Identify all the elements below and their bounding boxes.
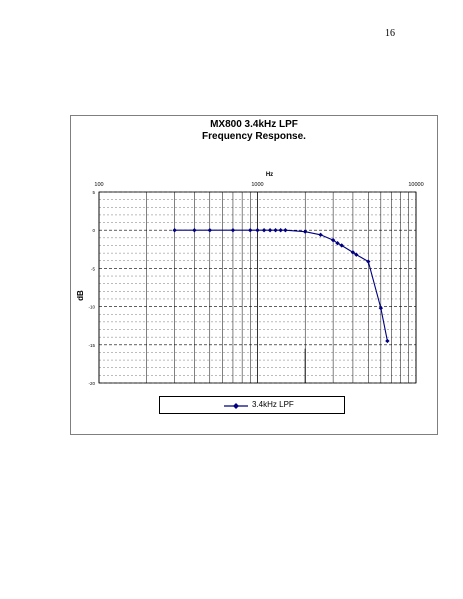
y-axis-label: dB [76,290,85,301]
data-point [385,338,390,344]
chart-subtitle: Frequency Response. [202,131,306,142]
x-tick-label: 10000 [408,182,423,188]
data-point [335,240,340,246]
data-point [318,232,323,237]
chart-plot: 100 1000 10000 Hz 5 0 -5 -10 -15 -20 dB [76,172,424,386]
chart-title: MX800 3.4kHz LPF [210,119,298,130]
data-point [261,228,267,233]
y-tick-label: -5 [91,266,95,271]
data-point [330,237,336,243]
data-point [172,228,177,233]
data-point [339,243,344,248]
data-point [283,228,288,233]
y-tick-label: -20 [88,381,95,386]
data-point [230,228,236,233]
page-number: 16 [385,28,395,39]
data-point [354,252,359,257]
data-point [248,228,253,233]
legend-label: 3.4kHz LPF [252,400,294,409]
y-tick-label: 0 [92,228,95,233]
y-tick-label: -15 [88,343,95,348]
y-tick-label: 5 [92,190,95,195]
data-point [255,228,260,233]
data-point [192,228,197,233]
data-point [350,250,356,255]
x-tick-label: 100 [94,182,103,188]
x-tick-label: 1000 [251,182,263,188]
data-point [207,228,212,233]
chart-frame: MX800 3.4kHz LPF Frequency Response. 100… [70,115,438,435]
data-point [278,228,283,233]
legend-swatch [224,403,248,409]
data-point [267,228,273,233]
data-point [366,259,371,264]
data-point [273,228,278,233]
chart-legend: 3.4kHz LPF [159,396,345,414]
x-axis-label: Hz [266,172,273,178]
data-point [378,305,384,311]
y-tick-label: -10 [88,305,95,310]
data-point [303,229,308,234]
